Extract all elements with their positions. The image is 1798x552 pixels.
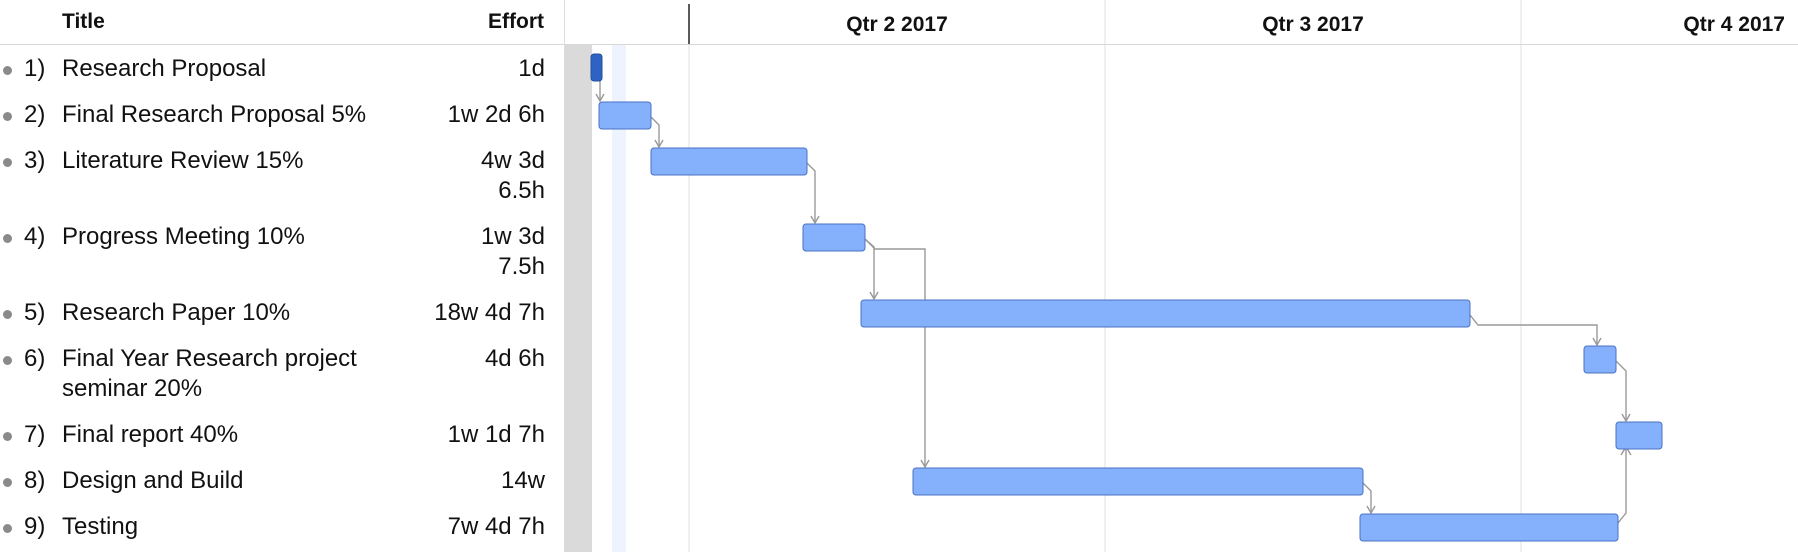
task-number: 5) bbox=[24, 299, 46, 326]
task-title[interactable]: Literature Review 15% bbox=[62, 147, 304, 174]
row-bullet bbox=[3, 66, 12, 75]
task-number: 2) bbox=[24, 101, 46, 128]
task-effort[interactable]: 7w 4d 7h bbox=[447, 513, 545, 540]
task-number: 6) bbox=[24, 345, 46, 372]
dependency-arrow bbox=[864, 238, 879, 301]
row-bullet bbox=[3, 356, 12, 365]
outline-panel: Title Effort 1) Research Proposal 1d 2) … bbox=[0, 0, 565, 552]
task-bar-final-report[interactable] bbox=[1615, 421, 1663, 450]
task-bar-testing[interactable] bbox=[1359, 513, 1619, 542]
task-effort[interactable]: 4w 3d 6.5h bbox=[480, 147, 545, 204]
task-number: 9) bbox=[24, 513, 46, 540]
task-effort[interactable]: 4d 6h bbox=[484, 345, 545, 372]
row-bullet bbox=[3, 112, 12, 121]
row-bullet bbox=[3, 524, 12, 533]
task-effort[interactable]: 1w 1d 7h bbox=[447, 421, 545, 448]
today-shade bbox=[612, 45, 626, 552]
row-bullet bbox=[3, 432, 12, 441]
dependency-arrows bbox=[591, 65, 1632, 524]
dependency-arrow bbox=[1362, 482, 1376, 515]
row-bullet bbox=[3, 310, 12, 319]
milestone-bar-research-proposal[interactable] bbox=[590, 53, 603, 82]
dependency-arrow bbox=[1615, 360, 1631, 423]
task-number: 8) bbox=[24, 467, 46, 494]
task-number: 7) bbox=[24, 421, 46, 448]
task-title[interactable]: Final report 40% bbox=[62, 421, 239, 448]
task-bar-final-research-proposal[interactable] bbox=[598, 101, 652, 130]
task-bar-seminar[interactable] bbox=[1583, 345, 1617, 374]
task-title[interactable]: Design and Build bbox=[62, 467, 244, 494]
dependency-arrow bbox=[806, 162, 820, 225]
dependency-arrow bbox=[1469, 314, 1602, 347]
task-effort[interactable]: 1w 2d 6h bbox=[447, 101, 545, 128]
task-bar-research-paper[interactable] bbox=[860, 299, 1471, 328]
quarter-label: Qtr 2 2017 bbox=[846, 13, 948, 36]
column-header-title[interactable]: Title bbox=[62, 10, 105, 33]
task-title[interactable]: Final Research Proposal 5% bbox=[62, 101, 367, 128]
dependency-arrow bbox=[650, 116, 664, 149]
task-bar-literature-review[interactable] bbox=[650, 147, 808, 176]
task-number: 1) bbox=[24, 55, 46, 82]
dependency-arrow bbox=[864, 238, 930, 469]
task-title[interactable]: Research Proposal bbox=[62, 55, 267, 82]
dependency-arrow bbox=[1617, 449, 1627, 524]
column-header-effort[interactable]: Effort bbox=[488, 10, 544, 33]
task-effort[interactable]: 18w 4d 7h bbox=[434, 299, 545, 326]
task-number: 3) bbox=[24, 147, 46, 174]
header-divider bbox=[0, 44, 564, 45]
task-title[interactable]: Research Paper 10% bbox=[62, 299, 291, 326]
task-number: 4) bbox=[24, 223, 46, 250]
task-bar-design-and-build[interactable] bbox=[912, 467, 1364, 496]
task-effort[interactable]: 1w 3d 7.5h bbox=[480, 223, 545, 280]
task-title[interactable]: Final Year Research project seminar 20% bbox=[62, 345, 357, 402]
task-effort[interactable]: 1d bbox=[518, 55, 545, 82]
row-bullet bbox=[3, 478, 12, 487]
nonworking-shade bbox=[565, 45, 592, 552]
row-bullet bbox=[3, 158, 12, 167]
quarter-label: Qtr 4 2017 bbox=[1683, 13, 1785, 36]
gantt-chart[interactable]: Qtr 2 2017 Qtr 3 2017 Qtr 4 2017 bbox=[565, 0, 1798, 552]
task-effort[interactable]: 14w bbox=[500, 467, 545, 494]
task-title[interactable]: Progress Meeting 10% bbox=[62, 223, 305, 250]
task-title[interactable]: Testing bbox=[62, 513, 139, 540]
task-bar-progress-meeting[interactable] bbox=[802, 223, 866, 252]
row-bullet bbox=[3, 234, 12, 243]
quarter-label: Qtr 3 2017 bbox=[1262, 13, 1364, 36]
